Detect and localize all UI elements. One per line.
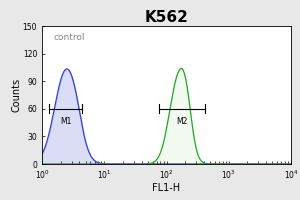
Y-axis label: Counts: Counts <box>11 78 21 112</box>
Text: control: control <box>53 33 85 42</box>
Text: M1: M1 <box>60 117 72 126</box>
Text: M2: M2 <box>176 117 188 126</box>
X-axis label: FL1-H: FL1-H <box>152 183 181 193</box>
Title: K562: K562 <box>145 10 188 25</box>
